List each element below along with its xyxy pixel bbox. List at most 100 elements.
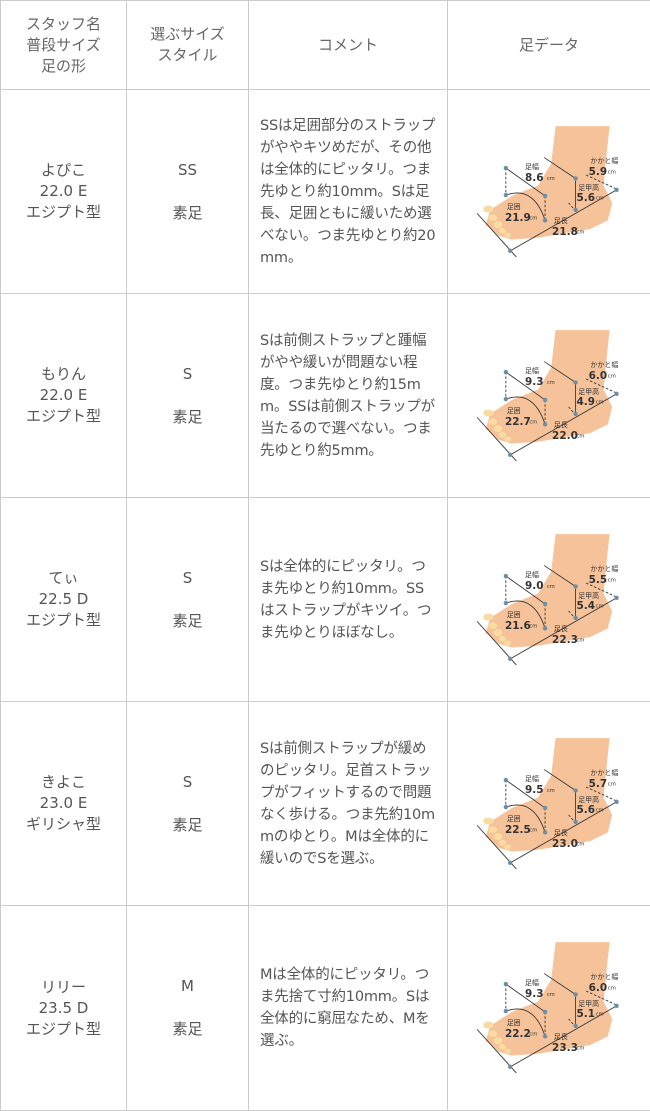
style: 素足 <box>172 1020 203 1038</box>
unit: cm <box>596 807 604 813</box>
girth-value: 22.2 <box>505 1028 531 1040</box>
heel-width-label: かかと幅 <box>590 563 618 572</box>
length-value: 23.3 <box>552 1042 578 1054</box>
header-label: 足の形 <box>40 56 86 75</box>
girth-label: 足囲 <box>507 815 521 823</box>
toes <box>483 409 512 442</box>
girth-label: 足囲 <box>507 203 521 211</box>
staff-cell: リリー 23.5 D エジプト型 <box>0 905 127 1111</box>
style: 素足 <box>172 407 203 426</box>
comment-cell: Sは全体的にピッタリ。つま先ゆとり約10mm。SSはストラップがキツイ。つま先ゆ… <box>248 497 448 702</box>
instep-value: 4.9 <box>576 396 595 408</box>
girth-value: 21.9 <box>505 212 531 224</box>
unit: cm <box>547 788 555 794</box>
staff-name: よぴこ <box>40 161 86 179</box>
foot-width-value: 9.0 <box>525 580 544 592</box>
foot-shape-image <box>485 737 613 852</box>
measure-lines <box>476 156 619 257</box>
staff-cell: よぴこ 22.0 E エジプト型 <box>0 89 127 294</box>
header-label: スタイル <box>157 46 218 64</box>
usual-size: 23.5 D <box>38 998 89 1017</box>
toes <box>483 613 512 646</box>
length-value: 22.3 <box>552 634 578 646</box>
unit: cm <box>596 1011 604 1017</box>
staff-name: てぃ <box>48 569 79 587</box>
chosen-size: S <box>182 772 193 791</box>
heel-width-value: 5.9 <box>589 166 608 178</box>
instep-value: 5.6 <box>576 192 595 204</box>
measure-lines <box>476 768 619 869</box>
size-cell: S 素足 <box>126 701 249 906</box>
foot-data-cell: 足幅 8.6 cm かかと幅 5.9 cm 足甲高 5.6 cm 足囲 21.9… <box>447 89 650 294</box>
heel-width-value: 5.5 <box>589 574 608 586</box>
size-cell: M 素足 <box>126 905 249 1111</box>
comment-cell: Sは前側ストラップと踵幅がやや緩いが問題ない程度。つま先ゆとり約15mm。SSは… <box>248 293 448 498</box>
unit: cm <box>608 577 616 583</box>
length-value: 22.0 <box>552 430 578 442</box>
table-header: スタッフ名 普段サイズ 足の形 選ぶサイズ スタイル コメント 足データ <box>0 0 650 90</box>
comment-text: Mは全体的にピッタリ。つま先捨て寸約10mm。Sは全体的に窮屈なため、Mを選ぶ。 <box>260 967 430 1049</box>
foot-width-label: 足幅 <box>525 161 539 170</box>
size-cell: SS 素足 <box>126 89 249 294</box>
usual-size: 22.0 E <box>39 386 88 404</box>
staff-name: リリー <box>40 977 86 996</box>
header-label: 普段サイズ <box>26 35 101 54</box>
header-label: スタッフ名 <box>25 14 101 33</box>
instep-value: 5.1 <box>576 1008 595 1020</box>
foot-data-cell: 足幅 9.5 cm かかと幅 5.7 cm 足甲高 5.6 cm 足囲 22.5… <box>447 701 650 906</box>
staff-name: もりん <box>40 365 86 383</box>
unit: cm <box>576 229 584 235</box>
foot-width-value: 9.5 <box>525 784 544 796</box>
instep-value: 5.6 <box>576 804 595 816</box>
foot-shape: ギリシャ型 <box>25 815 101 833</box>
chosen-size: S <box>182 364 193 383</box>
length-label: 足長 <box>554 420 568 428</box>
heel-width-value: 5.7 <box>589 778 608 790</box>
comment-cell: SSは足囲部分のストラップがややキツめだが、その他は全体的にピッタリ。つま先ゆと… <box>248 89 448 294</box>
instep-label: 足甲高 <box>578 794 599 803</box>
unit: cm <box>608 985 616 991</box>
foot-shape-image <box>485 329 613 444</box>
heel-width-label: かかと幅 <box>590 359 618 368</box>
instep-label: 足甲高 <box>578 386 599 395</box>
foot-width-label: 足幅 <box>525 978 539 987</box>
foot-shape-image <box>485 533 613 648</box>
size-cell: S 素足 <box>126 293 249 498</box>
length-value: 23.0 <box>552 838 578 850</box>
table-row: もりん 22.0 E エジプト型 S 素足 Sは前側ストラップと踵幅がやや緩いが… <box>0 293 650 498</box>
size-cell: S 素足 <box>126 497 249 702</box>
foot-illustration: 足幅 9.5 cm かかと幅 5.7 cm 足甲高 5.6 cm 足囲 22.5… <box>476 737 619 869</box>
unit: cm <box>608 169 616 175</box>
unit: cm <box>547 584 555 590</box>
heel-width-label: かかと幅 <box>590 767 618 776</box>
heel-width-value: 6.0 <box>589 370 608 382</box>
foot-data-cell: 足幅 9.0 cm かかと幅 5.5 cm 足甲高 5.4 cm 足囲 21.6… <box>447 497 650 702</box>
unit: cm <box>576 841 584 847</box>
usual-size: 23.0 E <box>39 794 88 812</box>
instep-label: 足甲高 <box>578 182 599 191</box>
unit: cm <box>596 195 604 201</box>
instep-value: 5.4 <box>576 600 595 612</box>
staff-cell: きよこ 23.0 E ギリシャ型 <box>0 701 127 906</box>
length-label: 足長 <box>554 216 568 224</box>
foot-illustration: 足幅 9.3 cm かかと幅 6.0 cm 足甲高 4.9 cm 足囲 22.7… <box>476 329 619 461</box>
unit: cm <box>529 419 537 425</box>
toes <box>483 817 512 850</box>
foot-illustration: 足幅 9.0 cm かかと幅 5.5 cm 足甲高 5.4 cm 足囲 21.6… <box>476 533 619 665</box>
header-size: 選ぶサイズ スタイル <box>126 0 249 90</box>
table-row: てぃ 22.5 D エジプト型 S 素足 Sは全体的にピッタリ。つま先ゆとり約1… <box>0 497 650 702</box>
heel-width-label: かかと幅 <box>590 155 618 164</box>
comment-cell: Sは前側ストラップが緩めのピッタリ。足首ストラップがフィットするので問題なく歩け… <box>248 701 448 906</box>
measure-lines <box>476 973 619 1074</box>
length-label: 足長 <box>554 828 568 836</box>
toes <box>483 1021 512 1054</box>
usual-size: 22.0 E <box>39 182 88 200</box>
unit: cm <box>547 380 555 386</box>
comment-text: SSは足囲部分のストラップがややキツめだが、その他は全体的にピッタリ。つま先ゆと… <box>260 117 436 266</box>
header-comment: コメント <box>248 0 448 90</box>
girth-label: 足囲 <box>507 1019 521 1027</box>
chosen-size: SS <box>177 160 198 179</box>
unit: cm <box>596 603 604 609</box>
table-row: リリー 23.5 D エジプト型 M 素足 Mは全体的にピッタリ。つま先捨て寸約… <box>0 905 650 1111</box>
